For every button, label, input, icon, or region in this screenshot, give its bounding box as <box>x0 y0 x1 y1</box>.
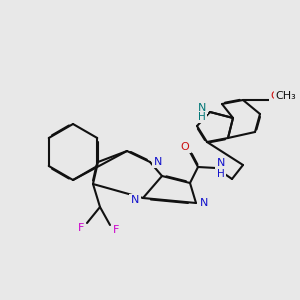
Text: N: N <box>131 195 139 205</box>
Text: O: O <box>271 91 279 101</box>
Text: H: H <box>217 169 225 179</box>
Text: N: N <box>217 158 225 168</box>
Text: O: O <box>181 142 189 152</box>
Text: N: N <box>154 157 162 167</box>
Text: F: F <box>113 225 119 235</box>
Text: H: H <box>198 112 206 122</box>
Text: CH₃: CH₃ <box>276 91 296 101</box>
Text: N: N <box>200 198 208 208</box>
Text: N: N <box>198 103 206 113</box>
Text: F: F <box>78 223 84 233</box>
